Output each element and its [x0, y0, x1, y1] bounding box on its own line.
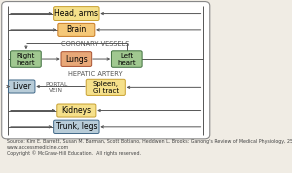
FancyBboxPatch shape	[58, 23, 95, 36]
FancyBboxPatch shape	[2, 2, 210, 139]
FancyBboxPatch shape	[86, 79, 125, 95]
FancyBboxPatch shape	[61, 52, 92, 66]
Text: Source: Kim E. Barrett, Susan M. Barman, Scott Botiano, Heddwen L. Brooks: Ganon: Source: Kim E. Barrett, Susan M. Barman,…	[7, 139, 292, 156]
FancyBboxPatch shape	[54, 7, 99, 21]
FancyBboxPatch shape	[11, 51, 41, 67]
Text: Left
heart: Left heart	[117, 53, 136, 66]
Text: Lungs: Lungs	[65, 54, 88, 63]
FancyBboxPatch shape	[8, 80, 35, 93]
Text: CORONARY VESSELS: CORONARY VESSELS	[61, 41, 129, 47]
FancyBboxPatch shape	[54, 120, 99, 134]
Text: Kidneys: Kidneys	[61, 106, 91, 115]
Text: PORTAL
VEIN: PORTAL VEIN	[45, 83, 67, 93]
Text: Spleen,
GI tract: Spleen, GI tract	[93, 81, 119, 94]
Text: Right
heart: Right heart	[17, 53, 35, 66]
Text: Head, arms: Head, arms	[54, 9, 98, 18]
FancyBboxPatch shape	[112, 51, 142, 67]
Text: Brain: Brain	[66, 25, 86, 34]
Text: Trunk, legs: Trunk, legs	[55, 122, 97, 131]
Text: Liver: Liver	[12, 82, 31, 91]
Text: HEPATIC ARTERY: HEPATIC ARTERY	[68, 71, 123, 77]
FancyBboxPatch shape	[57, 104, 96, 117]
